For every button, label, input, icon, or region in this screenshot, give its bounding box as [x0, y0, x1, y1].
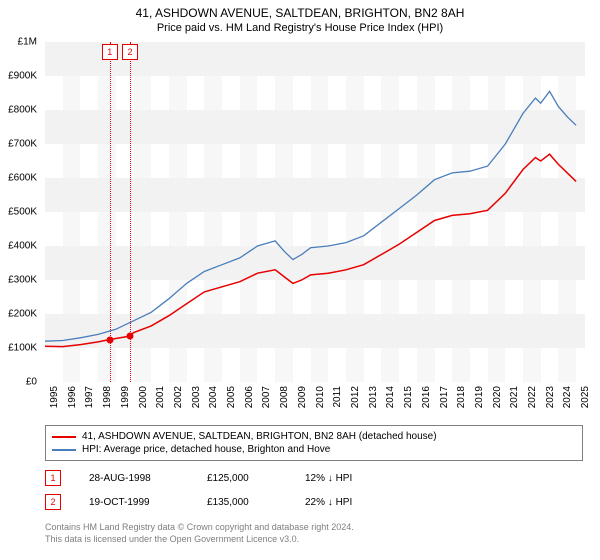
x-tick-label: 1997	[84, 386, 95, 408]
x-tick-label: 2003	[191, 386, 202, 408]
x-tick-label: 2016	[421, 386, 432, 408]
y-tick-label: £700K	[0, 139, 37, 150]
x-tick-label: 2021	[509, 386, 520, 408]
x-tick-label: 2007	[261, 386, 272, 408]
sale-dot	[126, 333, 133, 340]
y-tick-label: £400K	[0, 241, 37, 252]
footer-line-2: This data is licensed under the Open Gov…	[45, 534, 354, 546]
chart-subtitle: Price paid vs. HM Land Registry's House …	[0, 20, 600, 34]
line-series	[45, 42, 585, 382]
x-tick-label: 2019	[474, 386, 485, 408]
x-tick-label: 2012	[350, 386, 361, 408]
footer-attribution: Contains HM Land Registry data © Crown c…	[45, 522, 354, 545]
x-tick-label: 2017	[439, 386, 450, 408]
x-tick-label: 2025	[580, 386, 591, 408]
sale-hpi-delta: 22% ↓ HPI	[305, 497, 352, 508]
legend-item: 41, ASHDOWN AVENUE, SALTDEAN, BRIGHTON, …	[52, 430, 576, 443]
sales-row: 2 19-OCT-1999 £135,000 22% ↓ HPI	[45, 490, 352, 514]
footer-line-1: Contains HM Land Registry data © Crown c…	[45, 522, 354, 534]
x-tick-label: 2011	[332, 386, 343, 408]
sales-row: 1 28-AUG-1998 £125,000 12% ↓ HPI	[45, 466, 352, 490]
y-tick-label: £900K	[0, 71, 37, 82]
series-line	[45, 91, 576, 341]
x-tick-label: 2001	[155, 386, 166, 408]
x-tick-label: 1996	[67, 386, 78, 408]
y-tick-label: £1M	[0, 37, 37, 48]
x-tick-label: 1995	[49, 386, 60, 408]
x-tick-label: 2008	[279, 386, 290, 408]
x-tick-label: 2004	[208, 386, 219, 408]
x-tick-label: 1998	[102, 386, 113, 408]
x-tick-label: 2020	[492, 386, 503, 408]
legend-swatch	[52, 436, 76, 438]
x-tick-label: 2018	[456, 386, 467, 408]
x-tick-label: 2014	[385, 386, 396, 408]
sale-dot	[106, 336, 113, 343]
legend: 41, ASHDOWN AVENUE, SALTDEAN, BRIGHTON, …	[45, 425, 583, 461]
sale-date: 28-AUG-1998	[89, 473, 179, 484]
sales-table: 1 28-AUG-1998 £125,000 12% ↓ HPI 2 19-OCT-199…	[45, 466, 352, 514]
chart-title: 41, ASHDOWN AVENUE, SALTDEAN, BRIGHTON, …	[0, 0, 600, 20]
chart-container: 41, ASHDOWN AVENUE, SALTDEAN, BRIGHTON, …	[0, 0, 600, 560]
y-tick-label: £600K	[0, 173, 37, 184]
sale-price: £125,000	[207, 473, 277, 484]
legend-label: HPI: Average price, detached house, Brig…	[82, 444, 330, 455]
legend-item: HPI: Average price, detached house, Brig…	[52, 443, 576, 456]
x-tick-label: 2022	[527, 386, 538, 408]
sale-hpi-delta: 12% ↓ HPI	[305, 473, 352, 484]
x-tick-label: 2005	[226, 386, 237, 408]
x-tick-label: 2002	[173, 386, 184, 408]
sale-date: 19-OCT-1999	[89, 497, 179, 508]
y-tick-label: £100K	[0, 343, 37, 354]
sale-price: £135,000	[207, 497, 277, 508]
x-tick-label: 2024	[562, 386, 573, 408]
plot-area: £0£100K£200K£300K£400K£500K£600K£700K£80…	[45, 42, 585, 382]
y-tick-label: £500K	[0, 207, 37, 218]
x-tick-label: 2015	[403, 386, 414, 408]
sale-marker-box: 1	[102, 44, 118, 60]
sale-marker-box: 2	[122, 44, 138, 60]
x-tick-label: 2009	[297, 386, 308, 408]
y-tick-label: £800K	[0, 105, 37, 116]
sales-marker-icon: 1	[45, 470, 61, 486]
y-tick-label: £300K	[0, 275, 37, 286]
x-tick-label: 2000	[138, 386, 149, 408]
legend-label: 41, ASHDOWN AVENUE, SALTDEAN, BRIGHTON, …	[82, 431, 437, 442]
x-tick-label: 1999	[120, 386, 131, 408]
y-tick-label: £0	[0, 377, 37, 388]
legend-swatch	[52, 449, 76, 451]
x-tick-label: 2023	[545, 386, 556, 408]
x-tick-label: 2010	[315, 386, 326, 408]
x-tick-label: 2013	[368, 386, 379, 408]
sales-marker-icon: 2	[45, 494, 61, 510]
series-line	[45, 154, 576, 346]
x-tick-label: 2006	[244, 386, 255, 408]
y-tick-label: £200K	[0, 309, 37, 320]
